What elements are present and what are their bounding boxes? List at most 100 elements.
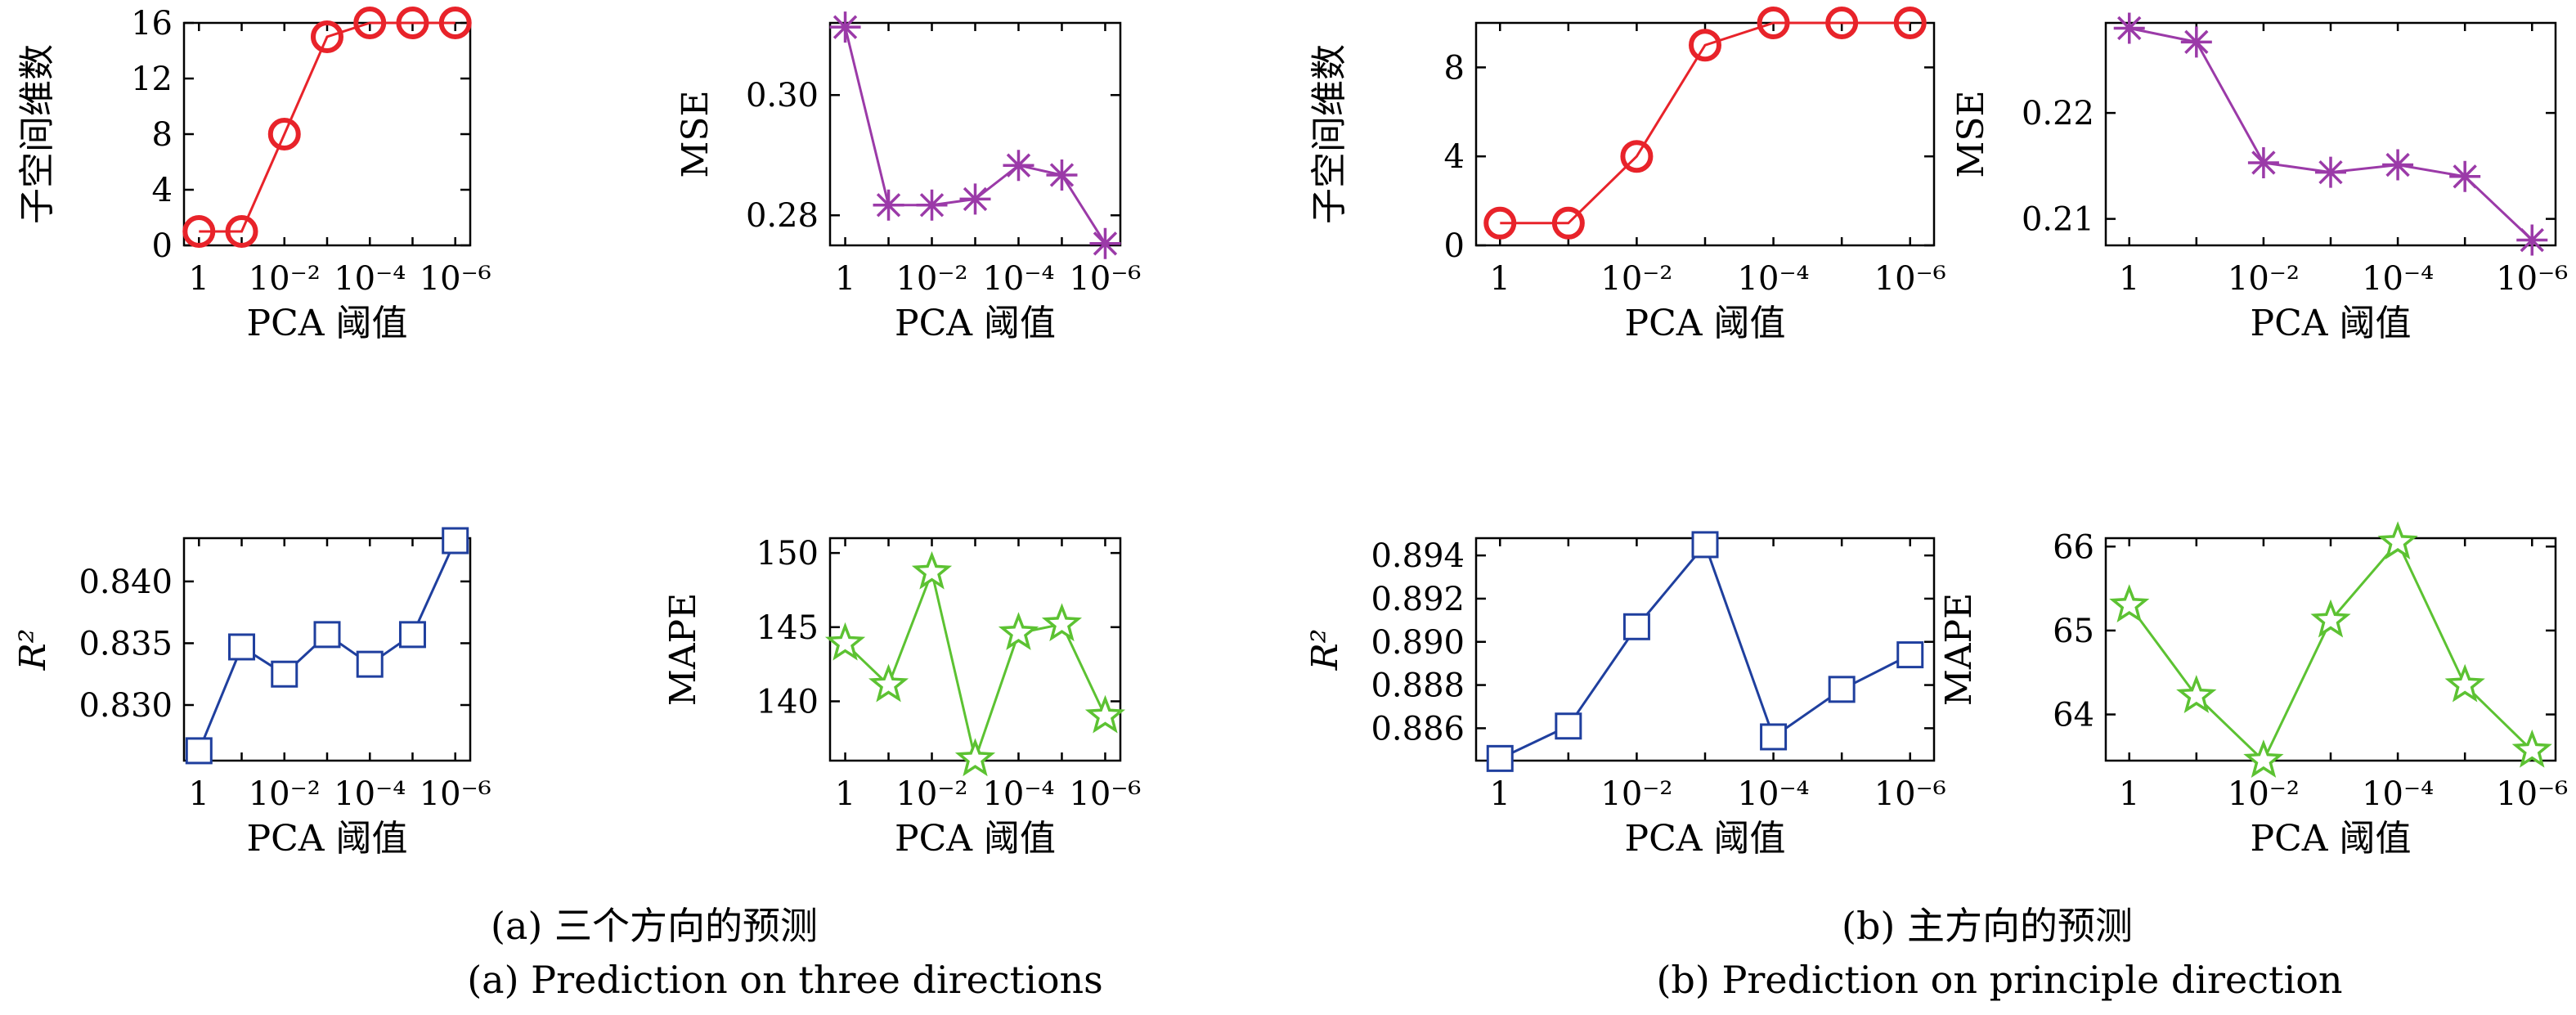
chart-b-dim: 0 4 8 1 10⁻² 10⁻⁴ 10⁻⁶ PCA 阈值 子空间维数: [1308, 7, 1946, 344]
y-axis-label: MAPE: [662, 593, 704, 707]
data-point: [1896, 641, 1924, 669]
series-line: [2128, 540, 2533, 763]
x-tick-label: 1: [835, 260, 855, 298]
data-point: [1555, 712, 1582, 740]
data-point: [2176, 675, 2217, 713]
y-tick-label: 0.886: [1371, 710, 1465, 748]
x-tick-label: 10⁻²: [2228, 775, 2300, 813]
plot-frame: [2104, 537, 2557, 762]
x-tick-label: 10⁻⁴: [2362, 775, 2434, 813]
x-tick-label: 10⁻²: [895, 775, 967, 813]
y-tick-label: 4: [152, 172, 173, 209]
y-tick-label: 64: [2053, 697, 2094, 734]
data-point: [2310, 599, 2351, 638]
data-point: [2444, 663, 2485, 703]
data-point: [1622, 613, 1650, 640]
data-point: [1828, 676, 1856, 703]
chart-a-mape: 140 145 150 1 10⁻² 10⁻⁴ 10⁻⁶ PCA 阈值 MAPE: [662, 535, 1141, 860]
y-tick-label: 0.22: [2022, 95, 2094, 132]
series-line: [199, 21, 456, 233]
data-point: [2247, 146, 2279, 178]
y-axis-label: R²: [12, 629, 54, 671]
plot-frame: [1474, 537, 1936, 762]
data-point: [868, 663, 909, 703]
data-point: [998, 612, 1039, 650]
data-point: [353, 7, 387, 39]
chart-b-r2: 0.886 0.888 0.890 0.892 0.894 1 10⁻² 10⁻⁴ 10⁻⁶ PC…: [1304, 531, 1946, 860]
data-point: [398, 621, 426, 649]
x-axis-label: PCA 阈值: [246, 303, 407, 344]
x-axis-label: PCA 阈值: [895, 303, 1056, 344]
data-point: [2511, 729, 2552, 768]
chart-a-r2: 0.830 0.835 0.840 1 10⁻² 10⁻⁴ 10⁻⁶ PCA 阈值 R²: [12, 527, 491, 860]
data-point: [829, 11, 861, 43]
series-line: [844, 568, 1106, 764]
x-tick-label: 10⁻⁴: [334, 260, 406, 298]
y-axis-label: 子空间维数: [1308, 44, 1350, 224]
y-tick-label: 65: [2053, 613, 2094, 650]
data-point: [313, 621, 341, 649]
data-point: [2315, 156, 2346, 188]
x-tick-label: 10⁻²: [895, 260, 967, 298]
data-point: [1486, 744, 1514, 772]
y-tick-label: 0.830: [79, 687, 173, 725]
y-tick-label: 145: [756, 609, 819, 647]
x-tick-label: 1: [835, 775, 855, 813]
data-point: [1689, 29, 1721, 62]
y-tick-label: 0.840: [79, 564, 173, 601]
x-tick-label: 10⁻⁶: [2496, 260, 2568, 298]
caption-a-english: (a) Prediction on three directions: [467, 958, 1103, 1002]
chart-a-mse: 0.28 0.30 1 10⁻² 10⁻⁴ 10⁻⁶ PCA 阈值 MSE: [675, 11, 1141, 344]
x-tick-label: 10⁻⁶: [1069, 775, 1141, 813]
x-tick-label: 1: [2119, 775, 2139, 813]
plot-frame: [828, 537, 1122, 762]
series-line: [2129, 27, 2533, 241]
x-tick-label: 1: [189, 260, 209, 298]
data-point: [267, 118, 301, 150]
caption-a-chinese: (a) 三个方向的预测: [491, 904, 818, 948]
x-tick-label: 10⁻⁶: [420, 775, 491, 813]
chart-panels: 0 4 8 12 16 1 10⁻² 10⁻⁴ 10⁻⁶ PCA 阈值 子空间维数 0.28 0.30 1…: [12, 5, 2568, 860]
data-point: [1089, 227, 1121, 259]
x-tick-label: 10⁻⁴: [982, 775, 1054, 813]
x-tick-label: 1: [2119, 260, 2139, 298]
x-axis-label: PCA 阈值: [2250, 818, 2411, 860]
data-point: [442, 527, 469, 555]
data-point: [2113, 12, 2145, 44]
y-tick-label: 150: [756, 535, 819, 573]
data-point: [311, 20, 343, 53]
x-tick-label: 10⁻²: [1600, 260, 1672, 298]
data-point: [2516, 224, 2548, 256]
data-point: [1620, 140, 1654, 173]
x-tick-label: 10⁻⁴: [982, 260, 1054, 298]
y-tick-label: 0: [152, 227, 173, 265]
chart-b-mse: 0.21 0.22 1 10⁻² 10⁻⁴ 10⁻⁶ PCA 阈值 MSE: [1950, 12, 2568, 344]
x-tick-label: 10⁻²: [1600, 775, 1672, 813]
data-point: [1760, 723, 1788, 751]
y-tick-label: 0.894: [1371, 537, 1465, 575]
y-axis-label: MAPE: [1938, 593, 1980, 707]
data-point: [1483, 206, 1517, 240]
series-line: [1500, 21, 1910, 225]
data-point: [182, 215, 216, 248]
x-tick-label: 10⁻⁶: [420, 260, 491, 298]
data-point: [954, 738, 996, 777]
x-axis-label: PCA 阈值: [1624, 818, 1785, 860]
y-tick-label: 0.28: [746, 197, 819, 235]
data-point: [1046, 159, 1078, 191]
x-tick-label: 10⁻⁴: [2362, 260, 2434, 298]
data-point: [1825, 7, 1859, 39]
data-point: [2382, 149, 2414, 181]
y-tick-label: 0.890: [1371, 624, 1465, 662]
x-tick-label: 10⁻⁴: [1738, 775, 1810, 813]
y-axis-label: MSE: [1950, 90, 1992, 177]
y-tick-label: 0.21: [2022, 201, 2094, 239]
x-tick-label: 1: [189, 775, 209, 813]
y-tick-label: 66: [2053, 528, 2094, 566]
x-axis-label: PCA 阈值: [1624, 303, 1785, 344]
data-point: [959, 183, 991, 215]
data-point: [911, 550, 953, 590]
x-axis-label: PCA 阈值: [246, 818, 407, 860]
x-axis-label: PCA 阈值: [2250, 303, 2411, 344]
